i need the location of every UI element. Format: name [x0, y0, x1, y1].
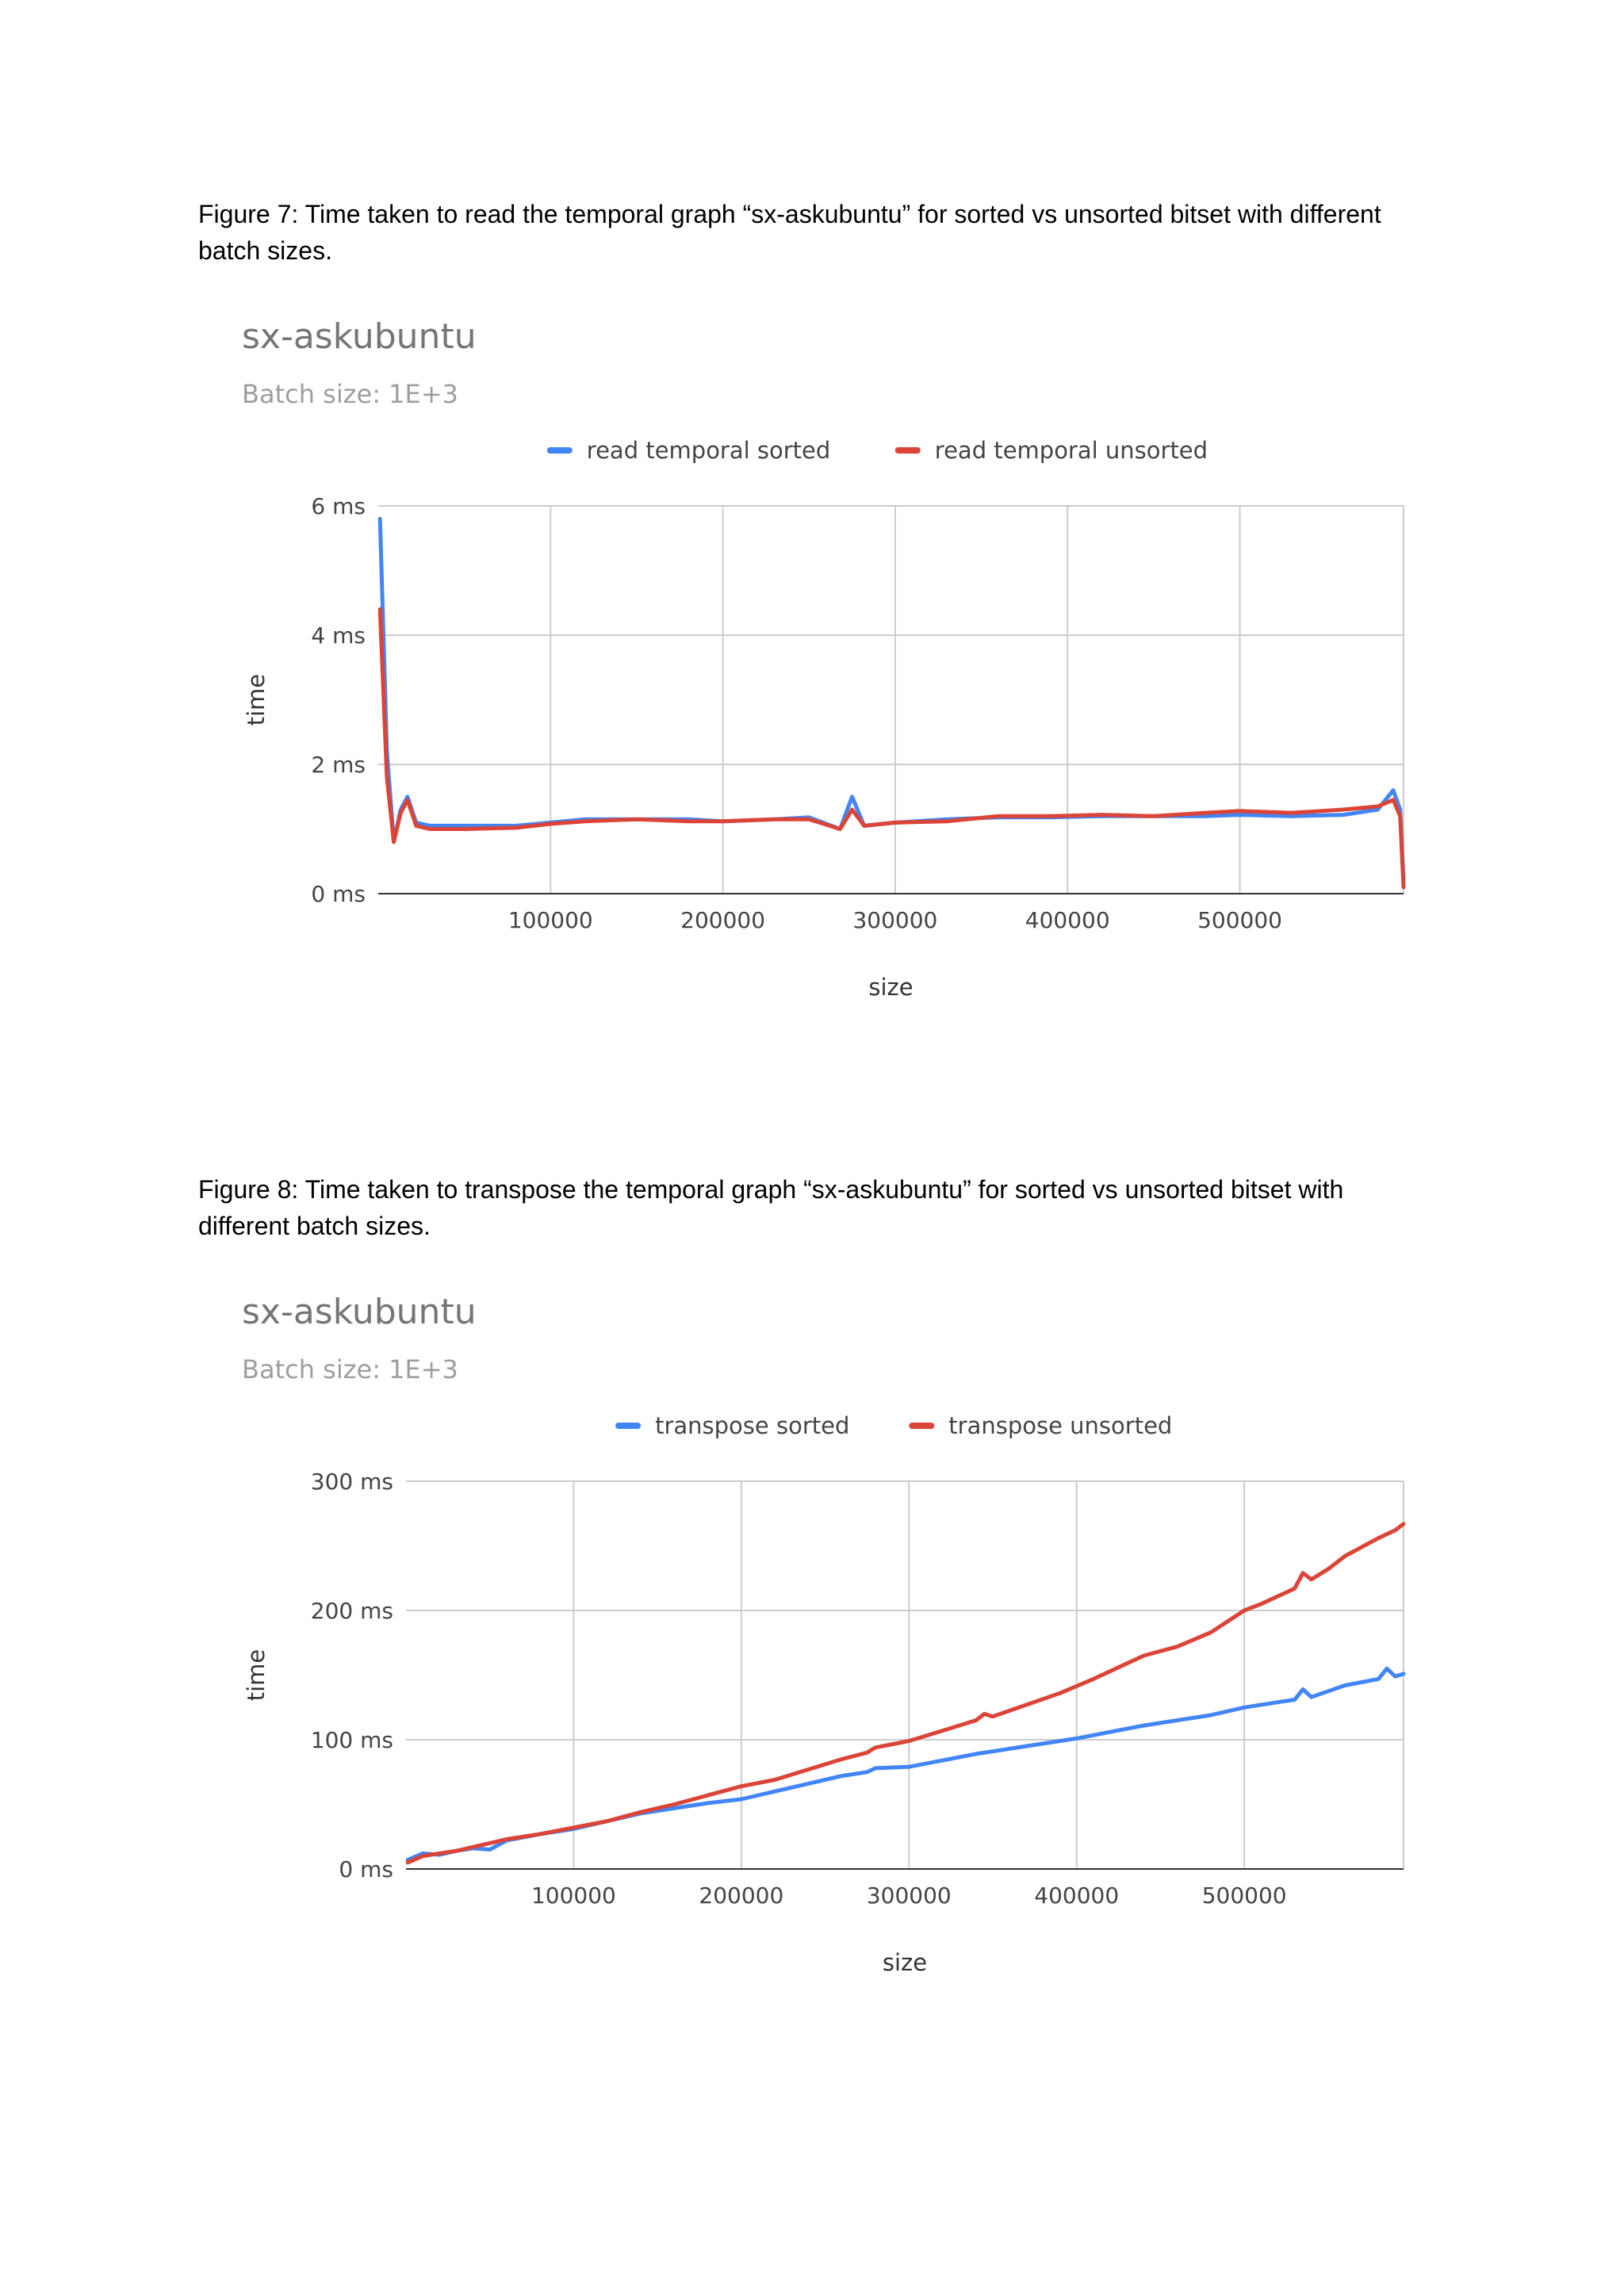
- legend-swatch-sorted: [546, 447, 573, 454]
- series-line-unsorted: [377, 607, 1406, 890]
- x-tick-label: 500000: [1202, 1882, 1287, 1909]
- legend-label-unsorted: transpose unsorted: [948, 1412, 1172, 1439]
- y-tick-label: 0 ms: [311, 881, 366, 907]
- y-tick-label: 200 ms: [311, 1598, 393, 1624]
- y-tick-label: 2 ms: [311, 752, 366, 778]
- chart-title: sx-askubuntu: [242, 1292, 477, 1332]
- x-tick-label: 100000: [508, 907, 593, 933]
- chart-subtitle: Batch size: 1E+3: [242, 1354, 458, 1384]
- x-tick-label: 200000: [680, 907, 765, 933]
- y-tick-label: 4 ms: [311, 622, 366, 649]
- figure-8-caption: Figure 8: Time taken to transpose the te…: [198, 1175, 1344, 1240]
- x-tick-label: 100000: [531, 1882, 616, 1909]
- transpose-chart: sx-askubuntu Batch size: 1E+3 transpose so…: [230, 1289, 1427, 1976]
- x-axis-title: size: [868, 974, 913, 1001]
- chart-subtitle: Batch size: 1E+3: [242, 379, 458, 409]
- y-axis-title: time: [243, 1649, 270, 1702]
- read-temporal-chart-svg: sx-askubuntu Batch size: 1E+3 read tempora…: [242, 316, 1406, 1001]
- figure-7-caption: Figure 7: Time taken to read the tempora…: [198, 200, 1381, 265]
- legend-label-sorted: transpose sorted: [655, 1412, 849, 1439]
- legend-label-unsorted: read temporal unsorted: [935, 437, 1208, 464]
- read-temporal-chart: sx-askubuntu Batch size: 1E+3 read tempora…: [230, 313, 1427, 1001]
- y-tick-label: 100 ms: [311, 1727, 393, 1753]
- chart-title: sx-askubuntu: [242, 316, 477, 357]
- x-tick-label: 500000: [1197, 907, 1282, 933]
- x-axis-title: size: [883, 1949, 927, 1976]
- x-tick-label: 300000: [852, 907, 937, 933]
- legend-swatch-unsorted: [909, 1423, 935, 1429]
- transpose-chart-svg: sx-askubuntu Batch size: 1E+3 transpose so…: [242, 1292, 1406, 1976]
- x-tick-label: 400000: [1025, 907, 1110, 933]
- legend-swatch-sorted: [615, 1423, 642, 1429]
- y-tick-label: 300 ms: [311, 1469, 393, 1495]
- series-line-unsorted: [405, 1522, 1406, 1865]
- y-axis-title: time: [243, 674, 270, 726]
- x-tick-label: 400000: [1034, 1882, 1119, 1909]
- x-tick-label: 300000: [867, 1882, 952, 1909]
- y-tick-label: 0 ms: [339, 1856, 393, 1882]
- legend-label-sorted: read temporal sorted: [587, 437, 831, 464]
- y-tick-label: 6 ms: [311, 493, 366, 519]
- legend-swatch-unsorted: [894, 447, 921, 454]
- x-tick-label: 200000: [699, 1882, 783, 1909]
